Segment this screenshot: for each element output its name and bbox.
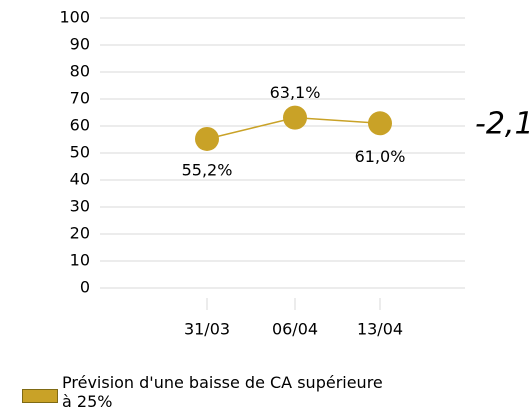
legend-label: Prévision d'une baisse de CA supérieure …: [62, 373, 383, 411]
data-label: 55,2%: [182, 160, 233, 179]
marker: [283, 105, 307, 130]
y-tick-label: 90: [70, 35, 90, 54]
y-tick-label: 0: [80, 278, 90, 297]
y-tick-label: 10: [70, 251, 90, 270]
y-tick-label: 70: [70, 89, 90, 108]
x-tick-label: 06/04: [272, 320, 318, 339]
marker: [368, 111, 392, 136]
y-tick-label: 100: [59, 8, 90, 27]
y-tick-label: 60: [70, 116, 90, 135]
data-label: 61,0%: [355, 147, 406, 166]
y-tick-label: 40: [70, 170, 90, 189]
x-tick-label: 31/03: [184, 320, 230, 339]
y-tick-label: 50: [70, 143, 90, 162]
x-tick-label: 13/04: [357, 320, 403, 339]
legend-swatch: [22, 389, 58, 403]
marker: [195, 126, 219, 151]
annotation: -2,1%: [475, 107, 532, 142]
y-tick-label: 30: [70, 197, 90, 216]
data-label: 63,1%: [270, 83, 321, 102]
y-tick-label: 80: [70, 62, 90, 81]
y-tick-label: 20: [70, 224, 90, 243]
